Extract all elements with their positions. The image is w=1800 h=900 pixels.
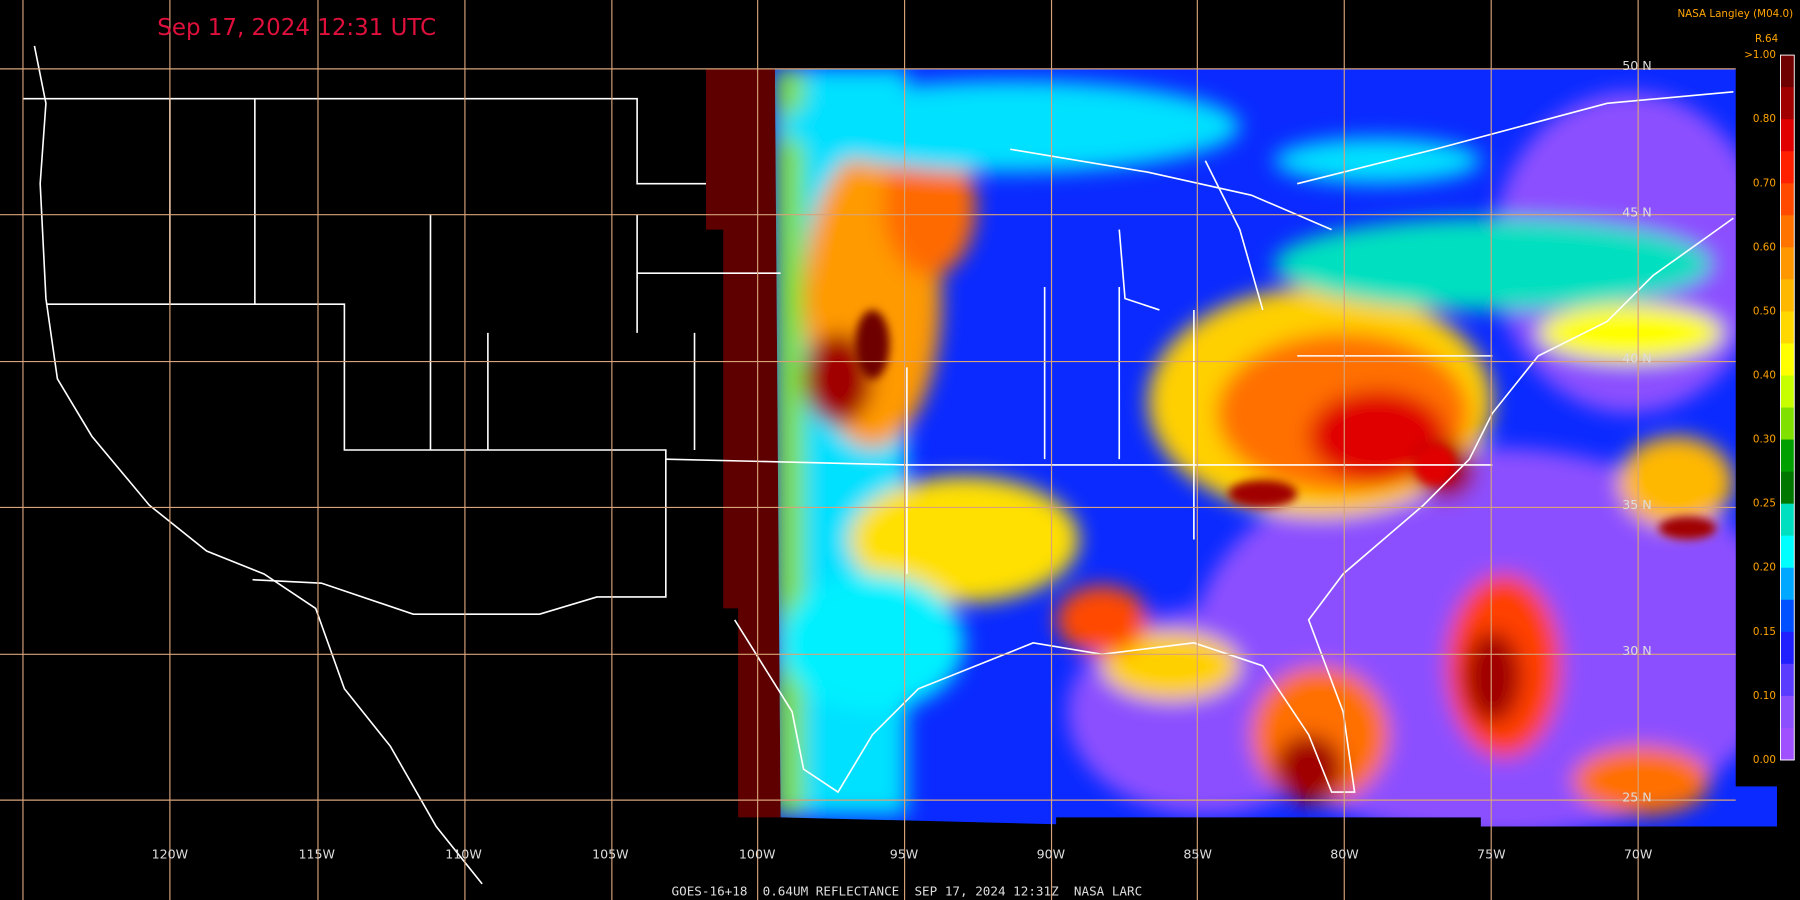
colorbar-segment xyxy=(1780,279,1795,312)
colorbar-segment xyxy=(1780,439,1795,473)
lon-label: 100W xyxy=(739,847,776,862)
colorbar-segment xyxy=(1780,215,1795,248)
lon-label: 115W xyxy=(298,847,335,862)
colorbar-segment xyxy=(1780,119,1795,152)
lat-label: 30 N xyxy=(1622,643,1651,658)
lon-label: 85W xyxy=(1183,847,1212,862)
lon-label: 70W xyxy=(1624,847,1653,862)
colorbar-segment xyxy=(1780,247,1795,280)
labels: >1.00 0.80 0.70 0.60 0.50 0.40 0.30 0.25 0.20 0.1… xyxy=(152,49,1795,862)
lat-label: 25 N xyxy=(1622,789,1651,804)
colorbar-label: 0.50 xyxy=(1753,305,1776,317)
colorbar-segment xyxy=(1780,471,1795,505)
colorbar-segment xyxy=(1780,151,1795,184)
timestamp: Sep 17, 2024 12:31 UTC xyxy=(157,15,436,41)
lon-label: 80W xyxy=(1330,847,1359,862)
colorbar-segment xyxy=(1780,599,1795,633)
colorbar-segment xyxy=(1780,407,1795,441)
lon-label: 105W xyxy=(592,847,629,862)
lon-label: 120W xyxy=(152,847,189,862)
colorbar-segment xyxy=(1780,535,1795,569)
colorbar-label: >1.00 xyxy=(1744,49,1776,61)
colorbar-segment xyxy=(1780,567,1795,601)
colorbar-label: 0.30 xyxy=(1753,434,1776,446)
colorbar-segment xyxy=(1780,55,1795,88)
colorbar-segment xyxy=(1780,663,1795,697)
colorbar-segment xyxy=(1780,727,1795,761)
colorbar-label: 0.00 xyxy=(1753,754,1776,766)
colorbar-label: 0.15 xyxy=(1753,626,1776,638)
lon-label: 75W xyxy=(1477,847,1506,862)
colorbar-segment xyxy=(1780,87,1795,120)
lon-label: 110W xyxy=(445,847,482,862)
credit: NASA Langley (M04.0) xyxy=(1677,8,1793,20)
reflectance-image xyxy=(774,68,1778,827)
no-data-strip xyxy=(705,68,781,818)
lat-label: 40 N xyxy=(1622,351,1651,366)
graticule xyxy=(0,0,1736,900)
colorbar-segment xyxy=(1780,503,1795,537)
colorbar-label: 0.20 xyxy=(1753,562,1776,574)
lat-label: 45 N xyxy=(1622,204,1651,219)
footer: GOES-16+18 0.64UM REFLECTANCE SEP 17, 20… xyxy=(672,883,1143,898)
colorbar-segment xyxy=(1780,631,1795,665)
colorbar-label: 0.25 xyxy=(1753,498,1776,510)
colorbar-label: 0.80 xyxy=(1753,113,1776,125)
colorbar-frame xyxy=(1780,54,1795,761)
colorbar-segment xyxy=(1780,695,1795,729)
colorbar-label: 0.10 xyxy=(1753,690,1776,702)
colorbar-label: 0.70 xyxy=(1753,177,1776,189)
channel: R.64 xyxy=(1755,33,1778,45)
lon-label: 95W xyxy=(890,847,919,862)
lat-label: 35 N xyxy=(1622,497,1651,512)
colorbar-segment xyxy=(1780,343,1795,377)
colorbar-label: 0.60 xyxy=(1753,241,1776,253)
lon-label: 90W xyxy=(1037,847,1066,862)
colorbar-segment xyxy=(1780,311,1795,345)
colorbar-segment xyxy=(1780,375,1795,409)
colorbar-segment xyxy=(1780,183,1795,216)
colorbar-label: 0.40 xyxy=(1753,369,1776,381)
lat-label: 50 N xyxy=(1622,58,1651,73)
